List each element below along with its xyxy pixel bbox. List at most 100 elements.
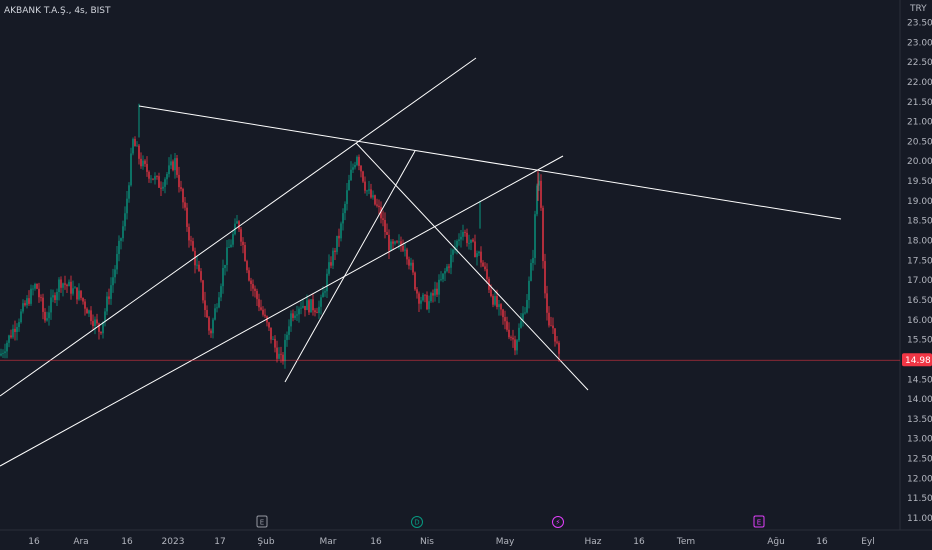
candle-body — [248, 270, 250, 281]
price-tick-label: 18.00 — [907, 237, 932, 247]
candle-body — [140, 158, 142, 167]
time-tick-label: Ağu — [767, 537, 785, 547]
candle-body — [134, 138, 136, 147]
candle-body — [490, 289, 492, 297]
candle-body — [524, 312, 526, 314]
candle-body — [330, 262, 332, 266]
event-marker-icon[interactable]: ⚡ — [552, 516, 564, 528]
event-badge — [256, 515, 268, 528]
candle-body — [218, 297, 220, 308]
candle-body — [252, 284, 254, 289]
candle-body — [402, 245, 404, 251]
candle-body — [70, 281, 72, 294]
candle-body — [32, 288, 34, 290]
candle-body — [22, 303, 24, 312]
candle-body — [276, 347, 278, 359]
price-tick-label: 16.50 — [907, 296, 932, 306]
candle-body — [166, 174, 168, 180]
candle-body — [138, 145, 140, 159]
candle-body — [384, 219, 386, 233]
candle-body — [168, 165, 170, 175]
candle-body — [332, 250, 334, 266]
candle-body — [250, 280, 252, 285]
candle-body — [406, 249, 408, 260]
candle-body — [24, 303, 26, 306]
candle-body — [404, 249, 406, 251]
candle-body — [84, 301, 86, 309]
event-marker-icon[interactable]: D — [411, 516, 423, 528]
candle-body — [516, 340, 518, 351]
candle-body — [112, 277, 114, 286]
candle-body — [520, 321, 522, 328]
candle-body — [462, 231, 464, 237]
candle-body — [198, 264, 200, 272]
candle-body — [62, 283, 64, 288]
candle-body — [216, 307, 218, 309]
candle-body — [344, 203, 346, 214]
candle-body — [52, 295, 54, 298]
candle-body — [556, 341, 558, 343]
candle-body — [230, 244, 232, 248]
candle-body — [132, 138, 134, 154]
price-tick-label: 11.50 — [907, 494, 932, 504]
price-tick-label: 17.00 — [907, 276, 932, 286]
time-tick-label: May — [496, 537, 515, 547]
candle-body — [416, 289, 418, 294]
candle-body — [492, 296, 494, 305]
candle-body — [212, 319, 214, 334]
candle-body — [298, 308, 300, 315]
price-tick-label: 15.50 — [907, 336, 932, 346]
candle-body — [546, 293, 548, 313]
candle-body — [308, 300, 310, 313]
candle-body — [396, 241, 398, 243]
time-tick-label: Şub — [257, 537, 274, 547]
candle-body — [118, 240, 120, 254]
candle-body — [328, 262, 330, 274]
candle-body — [260, 307, 262, 310]
candle-body — [432, 293, 434, 296]
candle-body — [436, 288, 438, 295]
candle-body — [98, 323, 100, 332]
event-badge — [753, 515, 765, 528]
candle-body — [12, 328, 14, 338]
candle-body — [94, 319, 96, 327]
candle-body — [120, 238, 122, 241]
candle-body — [536, 185, 538, 215]
candle-body — [388, 234, 390, 251]
candle-body — [286, 334, 288, 340]
candle-body — [240, 229, 242, 242]
candle-body — [10, 335, 12, 338]
candle-body — [322, 292, 324, 298]
candle-body — [438, 279, 440, 295]
event-marker-icon[interactable]: E — [256, 515, 268, 528]
price-tick-label: 21.00 — [907, 118, 932, 128]
price-tick-label: 21.50 — [907, 98, 932, 108]
candle-body — [526, 300, 528, 313]
candle-body — [518, 327, 520, 341]
candle-body — [58, 279, 60, 293]
candle-body — [440, 279, 442, 281]
candle-body — [210, 330, 212, 334]
candle-body — [224, 264, 226, 269]
event-marker-icon[interactable]: E — [753, 515, 765, 528]
candle-body — [418, 293, 420, 304]
candle-body — [522, 313, 524, 322]
candle-body — [472, 239, 474, 242]
candle-body — [340, 223, 342, 239]
candle-body — [400, 241, 402, 246]
candle-body — [206, 310, 208, 318]
candle-body — [496, 296, 498, 308]
candle-body — [128, 185, 130, 199]
candle-body — [108, 296, 110, 299]
candle-body — [460, 236, 462, 240]
candle-body — [196, 264, 198, 266]
candle-body — [170, 161, 172, 166]
event-glyph: E — [757, 519, 761, 527]
candle-body — [362, 171, 364, 182]
candle-body — [60, 279, 62, 288]
candle-body — [68, 281, 70, 287]
candle-body — [366, 190, 368, 192]
candle-body — [336, 235, 338, 252]
